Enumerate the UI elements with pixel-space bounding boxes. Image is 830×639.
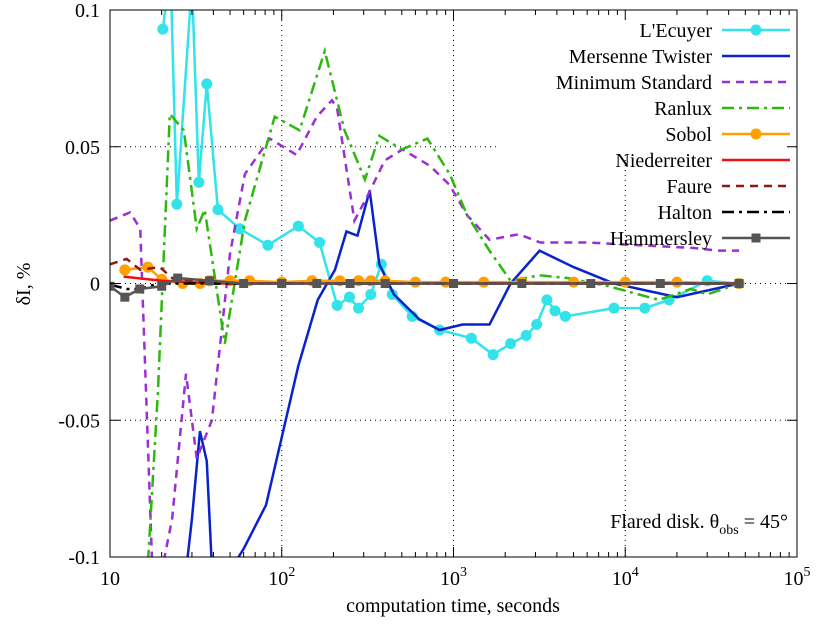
- series-line: [110, 98, 740, 557]
- annotation-text: Flared disk. θ: [610, 511, 719, 533]
- marker: [549, 305, 561, 317]
- legend-label: Mersenne Twister: [569, 46, 713, 68]
- x-axis-label: computation time, seconds: [346, 595, 560, 617]
- marker: [262, 239, 274, 251]
- marker: [619, 276, 631, 288]
- marker: [541, 294, 553, 306]
- marker: [568, 276, 580, 288]
- legend-label: Minimum Standard: [556, 72, 712, 94]
- legend-label: Sobol: [665, 124, 712, 146]
- grid: [110, 10, 797, 557]
- marker: [119, 264, 131, 276]
- x-tick-exponent: 5: [804, 565, 811, 580]
- x-tick-exponent: 2: [288, 565, 295, 580]
- marker: [751, 233, 761, 243]
- legend-label: Halton: [658, 202, 712, 224]
- series-line: [186, 190, 740, 557]
- legend-label: Niederreiter: [615, 150, 712, 172]
- marker: [212, 204, 224, 216]
- marker: [312, 279, 322, 288]
- marker: [135, 284, 145, 294]
- marker: [292, 220, 304, 232]
- marker: [440, 276, 452, 288]
- marker: [142, 261, 154, 273]
- marker: [531, 319, 543, 331]
- marker: [345, 279, 355, 288]
- marker: [750, 128, 762, 140]
- legend: L'Ecuyer Mersenne Twister Minimum Standard…: [556, 20, 790, 250]
- marker: [343, 291, 355, 303]
- y-axis-label: δI, %: [13, 263, 35, 306]
- marker: [380, 279, 390, 288]
- marker: [449, 279, 458, 288]
- marker: [110, 281, 115, 291]
- x-tick-base: 10: [784, 568, 804, 590]
- x-tick-label: 105: [784, 565, 811, 590]
- marker: [173, 273, 183, 283]
- marker: [639, 302, 651, 314]
- marker: [201, 78, 213, 90]
- x-tick-label: 10: [100, 568, 120, 590]
- marker: [750, 24, 762, 36]
- legend-label: L'Ecuyer: [640, 20, 713, 42]
- x-tick-base: 10: [440, 568, 460, 590]
- x-tick-exponent: 4: [632, 565, 639, 580]
- marker: [277, 279, 287, 288]
- y-tick-label: -0.1: [68, 547, 100, 569]
- marker: [157, 23, 169, 35]
- legend-label: Ranlux: [654, 98, 712, 120]
- y-tick-label: -0.05: [58, 410, 100, 432]
- marker: [353, 302, 365, 314]
- marker: [608, 302, 620, 314]
- marker: [520, 329, 532, 341]
- legend-label: Faure: [666, 176, 712, 198]
- marker: [487, 349, 499, 361]
- marker: [171, 198, 183, 210]
- series-line: [110, 276, 740, 299]
- marker: [671, 276, 683, 288]
- legend-background: [497, 12, 795, 152]
- x-tick-label: 103: [440, 565, 467, 590]
- marker: [120, 292, 130, 302]
- marker: [205, 276, 215, 286]
- marker: [734, 279, 744, 288]
- annotation-suffix: = 45°: [739, 511, 788, 533]
- annotation-subscript: obs: [719, 523, 738, 538]
- marker: [517, 279, 527, 288]
- marker: [365, 288, 377, 300]
- x-tick-label: 104: [612, 565, 639, 590]
- y-tick-label: 0.1: [75, 0, 100, 22]
- marker: [465, 332, 477, 344]
- plot-area: [110, 10, 745, 557]
- marker: [478, 276, 490, 288]
- marker: [314, 236, 326, 248]
- marker: [505, 338, 517, 350]
- marker: [655, 279, 665, 288]
- marker: [193, 176, 205, 188]
- marker: [331, 299, 343, 311]
- legend-label: Hammersley: [610, 228, 712, 250]
- x-tick-base: 10: [268, 568, 288, 590]
- marker: [409, 276, 421, 288]
- y-tick-label: 0: [90, 274, 100, 296]
- annotation: Flared disk. θobs = 45°: [610, 511, 788, 538]
- x-tick-base: 10: [612, 568, 632, 590]
- x-tick-label: 102: [268, 565, 295, 590]
- marker: [234, 223, 246, 235]
- x-tick-exponent: 3: [460, 565, 467, 580]
- y-tick-label: 0.05: [65, 137, 100, 159]
- marker: [239, 279, 249, 288]
- marker: [586, 279, 596, 288]
- marker: [157, 281, 167, 291]
- marker: [559, 310, 571, 322]
